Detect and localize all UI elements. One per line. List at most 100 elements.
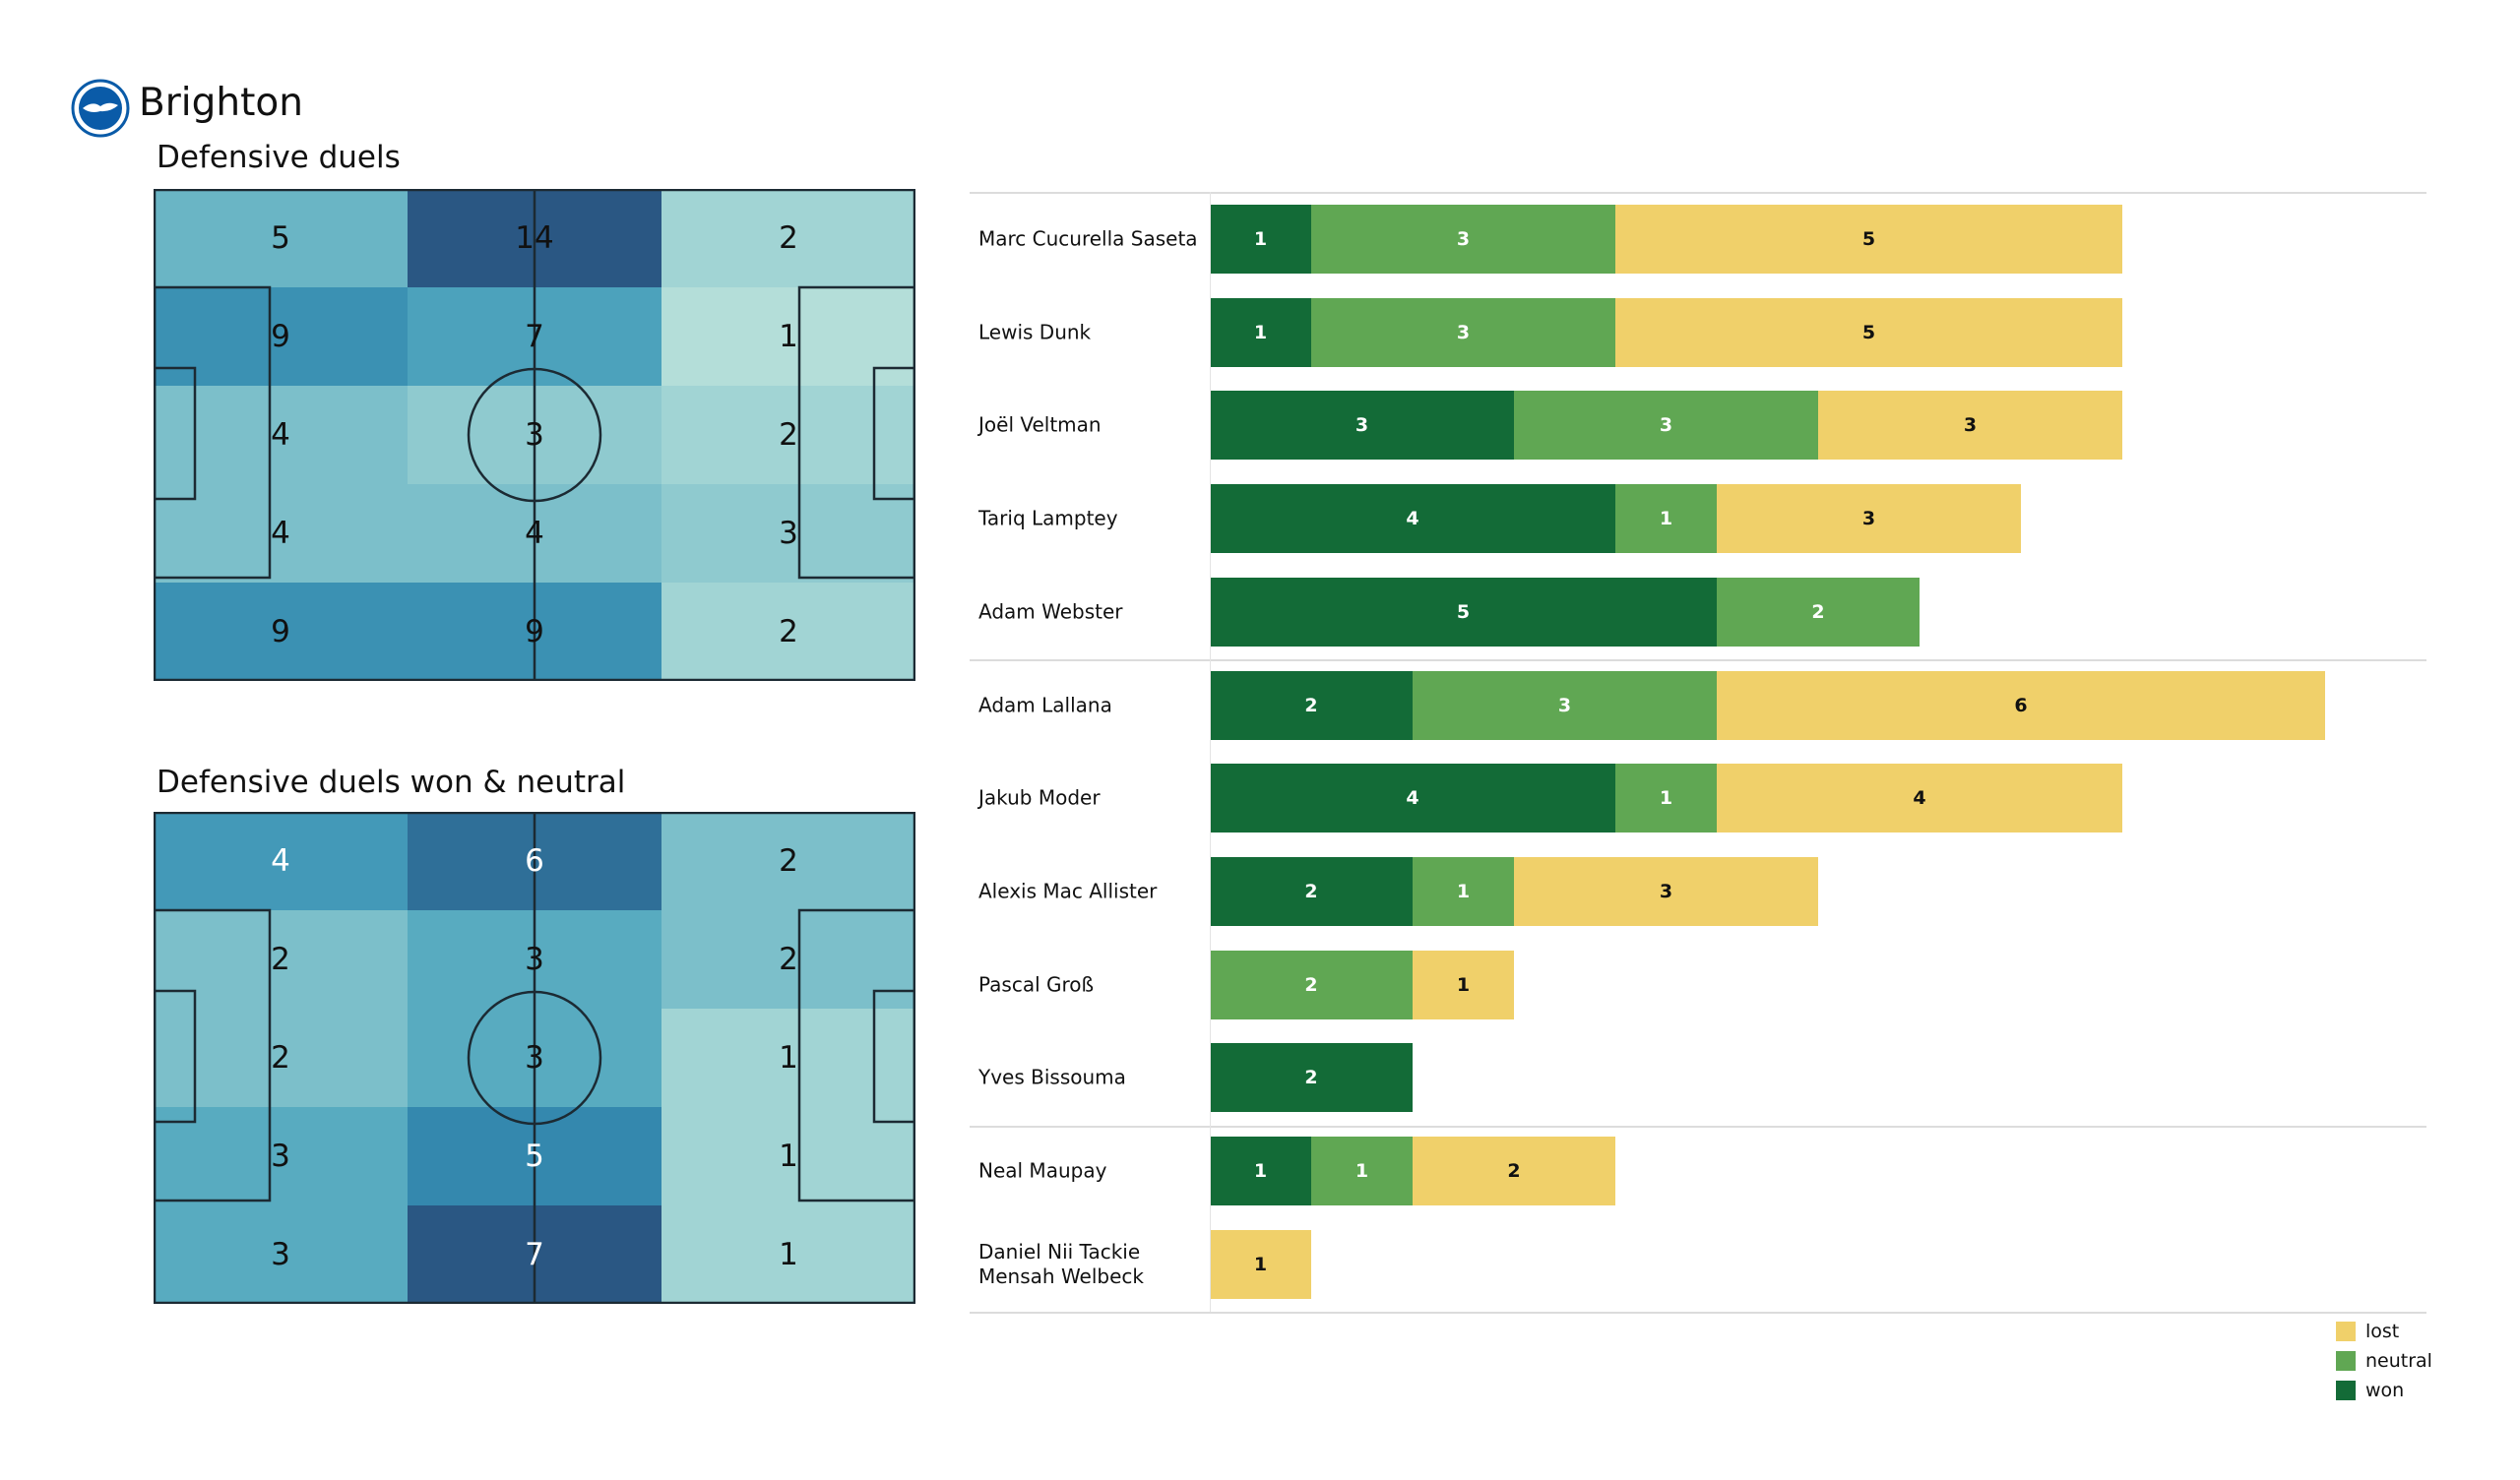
bar-won: 1 bbox=[1210, 1137, 1311, 1205]
bar-axis-line bbox=[1210, 192, 1211, 1313]
bar-won: 2 bbox=[1210, 1043, 1413, 1113]
heatmap-title-won-neutral: Defensive duels won & neutral bbox=[157, 765, 626, 800]
heatmap-cell-value: 3 bbox=[525, 942, 544, 977]
bar-neutral: 1 bbox=[1615, 484, 1717, 554]
heatmap-cell bbox=[662, 484, 916, 584]
bar-won: 2 bbox=[1210, 856, 1413, 926]
heatmap-cell-value: 2 bbox=[779, 417, 798, 453]
bar-neutral: 3 bbox=[1311, 205, 1615, 274]
heatmap-cell bbox=[154, 583, 409, 682]
bar-won: 5 bbox=[1210, 577, 1717, 647]
legend-lost: lost bbox=[2336, 1321, 2399, 1342]
bar-neutral: 3 bbox=[1311, 297, 1615, 367]
player-name: Marc Cucurella Saseta bbox=[978, 226, 1198, 251]
bar-neutral: 1 bbox=[1615, 764, 1717, 833]
player-name: Neal Maupay bbox=[978, 1158, 1107, 1183]
heatmap-cell-value: 9 bbox=[525, 614, 544, 649]
heatmap-cell-value: 7 bbox=[525, 319, 544, 354]
bar-lost: 3 bbox=[1818, 391, 2122, 461]
heatmap-cell-value: 1 bbox=[779, 319, 798, 354]
heatmap-cell-value: 3 bbox=[271, 1139, 290, 1174]
bar-neutral: 2 bbox=[1717, 577, 1920, 647]
bar-lost: 3 bbox=[1514, 856, 1818, 926]
heatmap-cell-value: 2 bbox=[779, 843, 798, 879]
heatmap-cell bbox=[662, 583, 916, 682]
heatmap-cell-value: 6 bbox=[525, 843, 544, 879]
legend-swatch-won bbox=[2336, 1381, 2356, 1400]
heatmap-cell bbox=[154, 484, 409, 584]
bar-lost: 1 bbox=[1413, 950, 1514, 1019]
player-name: Jakub Moder bbox=[978, 785, 1101, 810]
legend-label: neutral bbox=[2365, 1350, 2432, 1372]
legend-neutral: neutral bbox=[2336, 1350, 2432, 1372]
bar-lost: 1 bbox=[1210, 1229, 1311, 1299]
brighton-crest-icon bbox=[71, 79, 130, 138]
bar-won: 1 bbox=[1210, 297, 1311, 367]
player-name: Daniel Nii Tackie Mensah Welbeck bbox=[978, 1239, 1144, 1288]
bar-won: 4 bbox=[1210, 764, 1615, 833]
bar-neutral: 1 bbox=[1413, 856, 1514, 926]
heatmap-cell-value: 2 bbox=[271, 942, 290, 977]
team-name: Brighton bbox=[139, 81, 303, 125]
player-name: Joël Veltman bbox=[978, 412, 1102, 437]
heatmap-cell-value: 3 bbox=[525, 417, 544, 453]
legend-swatch-lost bbox=[2336, 1322, 2356, 1341]
heatmap-cell-value: 9 bbox=[271, 614, 290, 649]
heatmap-cell bbox=[154, 189, 409, 288]
heatmap-cell-value: 1 bbox=[779, 1040, 798, 1076]
heatmap-cell bbox=[154, 812, 409, 911]
bar-lost: 5 bbox=[1615, 205, 2122, 274]
group-divider bbox=[970, 192, 2426, 194]
heatmap-cell-value: 9 bbox=[271, 319, 290, 354]
player-name: Adam Webster bbox=[978, 599, 1123, 624]
heatmap-cell-value: 1 bbox=[779, 1237, 798, 1272]
heatmap-cell-value: 14 bbox=[515, 220, 553, 256]
heatmap-cell-value: 5 bbox=[271, 220, 290, 256]
group-divider bbox=[970, 1312, 2426, 1315]
heatmap-cell-value: 4 bbox=[271, 516, 290, 551]
bar-won: 3 bbox=[1210, 391, 1514, 461]
team-logo bbox=[71, 79, 130, 138]
heatmap-cell-value: 3 bbox=[271, 1237, 290, 1272]
heatmap-title-defensive-duels: Defensive duels bbox=[157, 140, 401, 175]
bar-neutral: 3 bbox=[1413, 670, 1717, 740]
group-divider bbox=[970, 659, 2426, 662]
legend-label: won bbox=[2365, 1380, 2405, 1401]
heatmap-cell bbox=[662, 1107, 916, 1206]
bar-neutral: 3 bbox=[1514, 391, 1818, 461]
player-name: Adam Lallana bbox=[978, 693, 1112, 716]
heatmap-cell bbox=[662, 189, 916, 288]
pitch-heatmap-defensive-duels: 5 14 2 9 7 1 4 3 2 4 4 3 9 9 2 bbox=[153, 188, 916, 682]
heatmap-cell-value: 2 bbox=[779, 942, 798, 977]
bar-won: 4 bbox=[1210, 484, 1615, 554]
heatmap-cell-value: 4 bbox=[271, 417, 290, 453]
legend-won: won bbox=[2336, 1380, 2404, 1401]
bar-neutral: 2 bbox=[1210, 950, 1413, 1019]
bar-neutral: 1 bbox=[1311, 1137, 1413, 1205]
bar-won: 2 bbox=[1210, 670, 1413, 740]
bar-lost: 2 bbox=[1413, 1137, 1615, 1205]
heatmap-cell-value: 2 bbox=[271, 1040, 290, 1076]
heatmap-cell-value: 3 bbox=[779, 516, 798, 551]
bar-lost: 6 bbox=[1717, 670, 2325, 740]
pitch-markings bbox=[153, 811, 916, 1305]
pitch-markings bbox=[153, 188, 916, 682]
bar-lost: 5 bbox=[1615, 297, 2122, 367]
player-name: Alexis Mac Allister bbox=[978, 879, 1158, 903]
heatmap-cell-value: 2 bbox=[779, 614, 798, 649]
bar-won: 1 bbox=[1210, 205, 1311, 274]
player-name: Yves Bissouma bbox=[978, 1065, 1126, 1089]
heatmap-cell bbox=[154, 1107, 409, 1206]
heatmap-cell-value: 2 bbox=[779, 220, 798, 256]
heatmap-cell-value: 4 bbox=[271, 843, 290, 879]
bar-lost: 4 bbox=[1717, 764, 2122, 833]
heatmap-cell-value: 3 bbox=[525, 1040, 544, 1076]
player-name: Lewis Dunk bbox=[978, 320, 1092, 344]
group-divider bbox=[970, 1125, 2426, 1128]
player-name: Tariq Lamptey bbox=[978, 506, 1118, 530]
heatmap-cell-value: 1 bbox=[779, 1139, 798, 1174]
player-name: Pascal Groß bbox=[978, 972, 1095, 997]
heatmap-cell-value: 7 bbox=[525, 1237, 544, 1272]
heatmap-cell-value: 4 bbox=[525, 516, 544, 551]
